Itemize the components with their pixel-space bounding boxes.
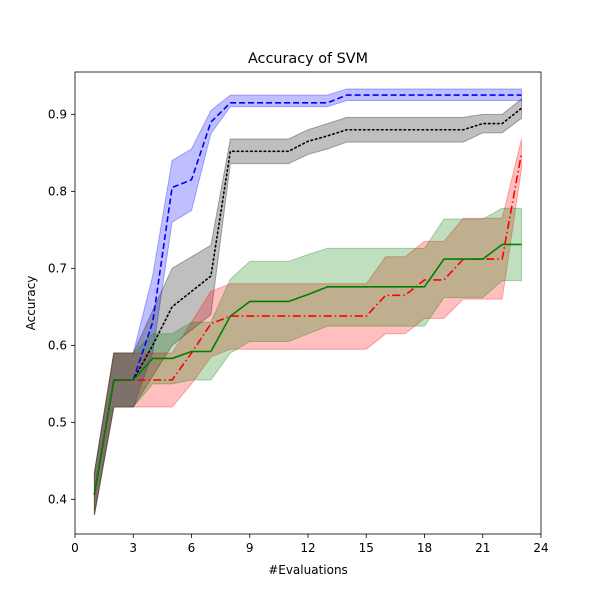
series-lines bbox=[93, 94, 523, 495]
y-axis-label: Accuracy bbox=[24, 276, 38, 331]
x-tick-label: 9 bbox=[246, 541, 254, 555]
series-1-band bbox=[93, 88, 523, 515]
x-tick-label: 6 bbox=[188, 541, 196, 555]
series-3-line bbox=[93, 152, 523, 495]
y-tick-label: 0.4 bbox=[48, 492, 67, 506]
x-axis-ticks: 0 3 6 9 12 15 18 21 24 bbox=[71, 534, 549, 555]
series-2-line bbox=[93, 107, 523, 495]
y-tick-label: 0.8 bbox=[48, 184, 67, 198]
y-tick-label: 0.5 bbox=[48, 415, 67, 429]
x-tick-label: 24 bbox=[533, 541, 548, 555]
x-tick-label: 21 bbox=[475, 541, 490, 555]
series-3-band bbox=[93, 138, 523, 515]
y-tick-label: 0.9 bbox=[48, 107, 67, 121]
x-tick-label: 15 bbox=[359, 541, 374, 555]
x-tick-label: 0 bbox=[71, 541, 79, 555]
y-tick-label: 0.7 bbox=[48, 261, 67, 275]
series-2-band bbox=[93, 97, 523, 515]
x-tick-label: 12 bbox=[300, 541, 315, 555]
series-4-line bbox=[93, 243, 522, 495]
y-tick-label: 0.6 bbox=[48, 338, 67, 352]
x-tick-label: 3 bbox=[129, 541, 137, 555]
series-1-line bbox=[93, 94, 522, 495]
y-axis-ticks: 0.4 0.5 0.6 0.7 0.8 0.9 bbox=[48, 107, 75, 506]
series-4-band bbox=[93, 207, 523, 515]
confidence-bands bbox=[93, 88, 523, 515]
chart-title: Accuracy of SVM bbox=[248, 51, 368, 67]
x-axis-label: #Evaluations bbox=[268, 563, 348, 577]
x-tick-label: 18 bbox=[417, 541, 432, 555]
